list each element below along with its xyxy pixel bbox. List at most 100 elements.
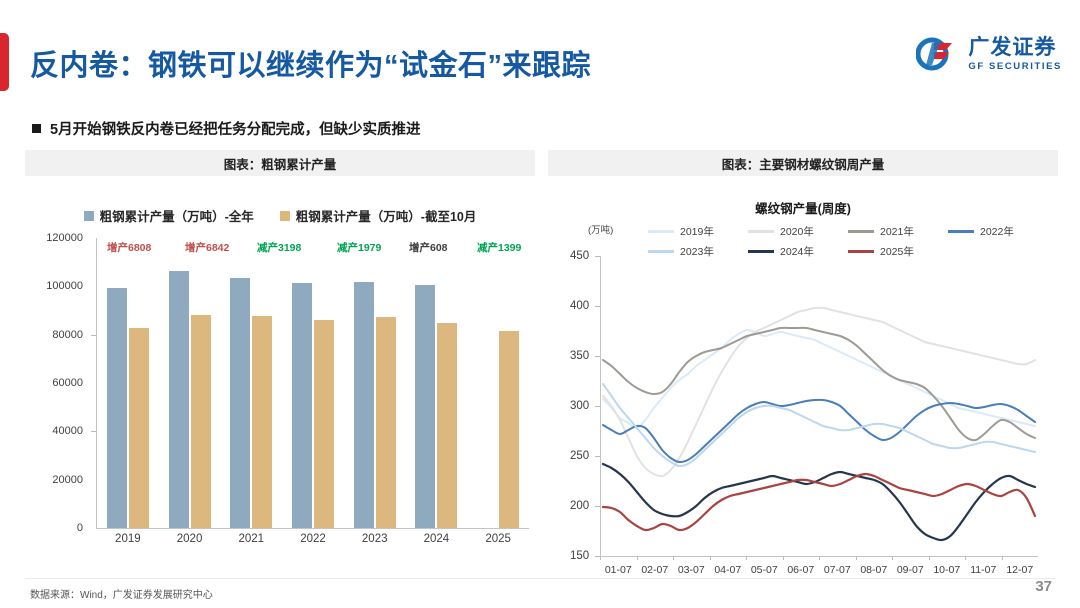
right-chart-panel: 图表：主要钢材螺纹钢周产量 螺纹钢产量(周度) (万吨) 2019年 2020年 2… — [548, 150, 1058, 576]
right-legend-label-5: 2024年 — [780, 246, 814, 258]
right-x-label-06-07: 06-07 — [787, 564, 815, 576]
bar-2020-series0 — [168, 270, 189, 528]
bar-2024-series1 — [437, 322, 458, 528]
left-chart-x-axis: 2019 2020 2021 2022 2023 2024 2025 — [97, 533, 529, 551]
right-x-label-09-07: 09-07 — [896, 564, 924, 576]
title-accent-bar — [0, 33, 9, 91]
right-x-tickmark-0 — [600, 556, 601, 560]
right-x-tickmark-7 — [855, 556, 857, 560]
right-legend-label-3: 2022年 — [980, 226, 1014, 238]
company-logo: 广发证券 GF SECURITIES — [915, 30, 1062, 78]
left-chart-header: 图表：粗钢累计产量 — [25, 150, 535, 176]
right-legend-item-2022年: 2022年 — [948, 224, 1048, 239]
left-y-tick-6: 120000 — [46, 232, 83, 244]
right-legend-line-6 — [848, 250, 874, 253]
right-x-label-12-07: 12-07 — [1006, 564, 1034, 576]
right-legend-line-2 — [848, 230, 874, 233]
left-annotation-2024: 减产1399 — [477, 242, 522, 254]
right-legend-line-3 — [948, 230, 974, 233]
left-y-tick-1: 20000 — [52, 473, 83, 486]
right-y-tick-6: 450 — [570, 250, 590, 262]
left-x-label-2024: 2024 — [423, 533, 450, 545]
left-chart-annotations: 增产6808 增产6842 减产3198 减产1979 增产608 减产1399 — [97, 240, 527, 256]
right-x-tickmark-8 — [892, 556, 893, 560]
right-legend-line-1 — [748, 230, 774, 233]
left-annotation-2023: 增产608 — [409, 242, 448, 254]
bar-2024-series0 — [415, 285, 436, 528]
right-legend-item-2021年: 2021年 — [848, 224, 948, 239]
right-chart-legend: 2019年 2020年 2021年 2022年 2023年 2024年 2025年 — [648, 224, 1048, 259]
left-chart-y-axis: 0 20000 40000 60000 80000 100000 120000 — [25, 232, 96, 534]
right-legend-label-6: 2025年 — [880, 246, 914, 258]
left-chart-plot-area — [97, 238, 529, 528]
right-y-tickmark-0 — [595, 556, 600, 557]
right-y-tick-4: 350 — [570, 350, 590, 362]
right-chart-axis-line-vertical — [600, 256, 601, 556]
right-x-tickmark-11 — [1001, 556, 1003, 560]
left-y-tickmark-2 — [91, 431, 96, 433]
right-y-tickmark-3 — [595, 406, 600, 407]
left-annotation-2021: 减产3198 — [257, 242, 302, 254]
right-x-tickmark-9 — [928, 556, 930, 560]
right-x-label-03-07: 03-07 — [677, 564, 705, 576]
right-chart-line-2023年 — [602, 383, 1036, 468]
left-y-tickmark-4 — [91, 334, 96, 336]
right-x-label-02-07: 02-07 — [641, 564, 669, 576]
right-chart-plot-area: 150 200 250 300 350 400 450 01-07 02-07 03-07 04-0… — [570, 250, 1038, 576]
left-y-tick-0: 0 — [76, 522, 83, 534]
page-number: 37 — [1035, 578, 1052, 595]
left-chart-axis-line-vertical — [96, 238, 97, 529]
right-x-label-10-07: 10-07 — [933, 564, 961, 576]
right-chart-lines — [601, 306, 1037, 542]
bar-2023-series1 — [375, 317, 396, 528]
right-x-label-05-07: 05-07 — [750, 564, 778, 576]
footer-divider — [25, 578, 1055, 579]
right-chart-line-2025年 — [601, 472, 1037, 532]
right-x-label-07-07: 07-07 — [823, 564, 851, 576]
right-legend-line-0 — [648, 230, 674, 233]
right-legend-label-2: 2021年 — [880, 226, 914, 238]
right-y-tick-1: 200 — [570, 500, 590, 512]
right-legend-item-2024年: 2024年 — [748, 244, 848, 259]
right-chart-title: 螺纹钢产量(周度) — [755, 202, 851, 216]
bar-2019-series1 — [128, 327, 149, 528]
right-chart-line-2022年 — [602, 398, 1036, 464]
right-y-tickmark-1 — [595, 506, 600, 507]
right-x-tickmark-3 — [709, 556, 711, 560]
right-y-tickmark-4 — [595, 356, 600, 357]
left-legend-item-1: 粗钢累计产量（万吨）-截至10月 — [279, 206, 476, 225]
right-x-tickmark-1 — [636, 556, 638, 560]
left-legend-swatch-1 — [279, 210, 290, 221]
right-chart-body: 螺纹钢产量(周度) (万吨) 2019年 2020年 2021年 2022年 2023年… — [548, 176, 1058, 576]
right-legend-line-4 — [648, 250, 674, 253]
right-y-tickmark-6 — [595, 256, 600, 257]
left-chart-panel: 图表：粗钢累计产量 粗钢累计产量（万吨）-全年 粗钢累计产量（万吨）-截至10月 … — [25, 150, 535, 570]
right-chart-line-2019年 — [602, 328, 1036, 430]
bar-2020-series1 — [190, 314, 211, 528]
logo-company-cn: 广发证券 — [968, 35, 1057, 59]
right-legend-item-2023年: 2023年 — [648, 244, 748, 259]
left-x-label-2019: 2019 — [115, 533, 141, 545]
bar-2025-series1 — [499, 330, 520, 528]
bar-2021-series0 — [230, 277, 251, 528]
right-legend-label-4: 2023年 — [680, 246, 714, 258]
right-chart-line-2021年 — [602, 326, 1036, 442]
left-chart-legend: 粗钢累计产量（万吨）-全年 粗钢累计产量（万吨）-截至10月 — [25, 206, 535, 225]
gf-logo-mark — [915, 34, 960, 74]
left-y-tick-5: 100000 — [46, 280, 83, 293]
left-x-label-2023: 2023 — [361, 533, 388, 545]
bullet-text: 5月开始钢铁反内卷已经把任务分配完成，但缺少实质推进 — [50, 122, 421, 138]
right-legend-item-2020年: 2020年 — [748, 224, 848, 239]
source-note: 数据来源：Wind，广发证券发展研究中心 — [30, 590, 213, 601]
bar-2022-series0 — [292, 283, 312, 528]
right-x-tickmark-4 — [746, 556, 747, 560]
right-y-tick-0: 150 — [570, 550, 590, 562]
bar-2019-series0 — [106, 287, 127, 528]
left-chart-body: 粗钢累计产量（万吨）-全年 粗钢累计产量（万吨）-截至10月 增产6808 增产68… — [25, 176, 535, 570]
left-legend-swatch-0 — [83, 210, 94, 221]
right-y-tick-5: 400 — [570, 300, 590, 312]
right-legend-label-1: 2020年 — [780, 226, 814, 238]
left-x-label-2022: 2022 — [300, 533, 326, 545]
right-legend-item-2019年: 2019年 — [648, 224, 748, 239]
page-title: 反内卷：钢铁可以继续作为“试金石”来跟踪 — [30, 50, 592, 82]
